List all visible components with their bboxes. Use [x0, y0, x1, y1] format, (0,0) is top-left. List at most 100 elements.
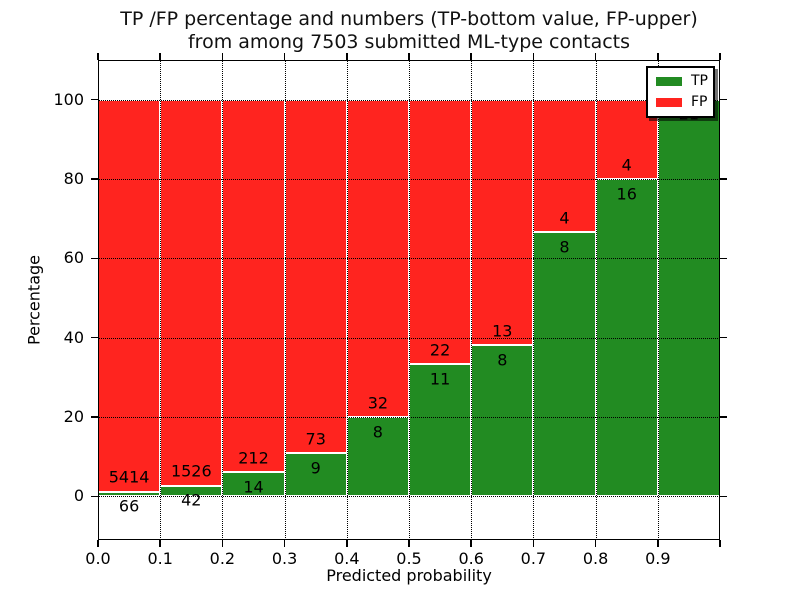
y-tick-label: 20 [63, 407, 84, 427]
y-tick-left [91, 495, 98, 498]
y-tick-left [91, 336, 98, 339]
x-axis-label: Predicted probability [326, 566, 492, 585]
legend-item-tp: TP [656, 73, 708, 89]
tp-count-label: 14 [243, 477, 264, 496]
x-tick-top [283, 53, 286, 60]
x-tick-bottom [221, 540, 224, 547]
y-tick-right [720, 336, 727, 339]
chart-title: TP /FP percentage and numbers (TP-bottom… [120, 8, 698, 54]
y-tick-right [720, 178, 727, 180]
fp-count-label: 212 [238, 448, 269, 467]
y-tick-left [91, 416, 98, 418]
bar-segment-fp [160, 99, 223, 486]
y-tick-label: 40 [63, 327, 84, 347]
x-tick-top [470, 53, 472, 60]
x-tick-label: 0.9 [645, 549, 671, 568]
x-tick-top [346, 53, 348, 60]
gridline-vertical [409, 60, 410, 540]
x-tick-bottom [97, 540, 99, 547]
x-tick-top [657, 53, 659, 60]
x-tick-bottom [346, 540, 348, 547]
fp-count-label: 73 [305, 429, 326, 448]
x-tick-bottom [408, 540, 410, 547]
y-tick-left [91, 257, 98, 260]
tp-count-label: 16 [616, 184, 637, 204]
fp-color-swatch [656, 98, 682, 107]
gridline-vertical [595, 60, 597, 540]
y-tick-right [720, 416, 727, 418]
bar-segment-tp [222, 471, 285, 497]
x-tick-label: 0.3 [271, 549, 298, 568]
tp-count-label: 66 [118, 496, 140, 516]
x-tick-bottom [283, 540, 286, 547]
y-tick-label: 0 [73, 486, 84, 506]
y-tick-label: 100 [53, 89, 84, 109]
gridline-vertical [657, 60, 659, 540]
x-tick-bottom [719, 540, 721, 547]
x-tick-bottom [159, 540, 161, 547]
chart-title-line-1: TP /FP percentage and numbers (TP-bottom… [120, 8, 698, 30]
bar-segment-fp [284, 99, 347, 453]
fp-count-label: 4 [621, 155, 632, 175]
bar-segment-tp [284, 452, 347, 497]
x-tick-label: 0.1 [147, 549, 173, 568]
x-tick-bottom [657, 540, 659, 547]
x-tick-top [221, 53, 224, 60]
legend-label-fp: FP [691, 94, 708, 110]
bar-segment-fp [346, 99, 409, 417]
gridline-vertical [471, 60, 473, 540]
x-tick-top [97, 53, 99, 60]
tp-color-swatch [656, 77, 682, 86]
x-tick-label: 0.6 [458, 549, 484, 568]
x-tick-top [532, 53, 535, 60]
fp-count-label: 1526 [170, 461, 212, 481]
x-tick-top [408, 53, 410, 60]
fp-count-label: 4 [559, 208, 570, 228]
x-tick-bottom [470, 540, 472, 547]
legend-item-fp: FP [656, 94, 708, 110]
bar-segment-fp [222, 99, 285, 472]
bar-segment-fp [98, 99, 161, 492]
fp-count-label: 13 [492, 321, 513, 341]
x-tick-label: 0.0 [85, 549, 111, 568]
gridline-vertical [346, 60, 348, 540]
x-tick-label: 0.7 [520, 549, 547, 568]
gridline-vertical [222, 60, 224, 540]
bar-segment-tp [346, 417, 409, 497]
tp-count-label: 42 [181, 490, 202, 510]
legend: TP FP [646, 66, 715, 118]
x-tick-label: 0.4 [334, 549, 360, 568]
x-tick-top [594, 53, 597, 60]
gridline-vertical [160, 60, 162, 540]
bar-segment-tp [471, 345, 534, 497]
bar-segment-tp [657, 99, 720, 497]
x-tick-bottom [594, 540, 597, 547]
x-tick-label: 0.8 [582, 549, 609, 568]
x-tick-bottom [532, 540, 535, 547]
chart-title-line-2: from among 7503 submitted ML-type contac… [187, 31, 631, 53]
legend-label-tp: TP [691, 73, 708, 89]
y-tick-left [91, 178, 98, 180]
y-tick-right [720, 257, 727, 260]
plot-area: 54146615264221214739328221113848416210.0… [53, 53, 727, 568]
tp-count-label: 8 [559, 237, 570, 257]
tp-count-label: 8 [497, 350, 508, 370]
tp-count-label: 9 [310, 458, 321, 477]
fp-count-label: 32 [367, 393, 389, 413]
y-tick-left [91, 98, 98, 101]
y-tick-right [720, 98, 727, 101]
fp-count-label: 5414 [108, 467, 150, 487]
tp-count-label: 11 [429, 369, 451, 389]
x-tick-label: 0.5 [396, 549, 422, 568]
gridline-vertical [533, 60, 535, 540]
x-tick-top [159, 53, 161, 60]
x-tick-label: 0.2 [209, 549, 236, 568]
y-tick-label: 60 [63, 248, 84, 268]
gridline-vertical [284, 60, 286, 540]
bar-segment-fp [409, 99, 472, 365]
fp-count-label: 22 [429, 340, 451, 360]
x-tick-top [719, 53, 721, 60]
y-tick-right [720, 495, 727, 498]
bar-segment-tp [533, 231, 596, 497]
